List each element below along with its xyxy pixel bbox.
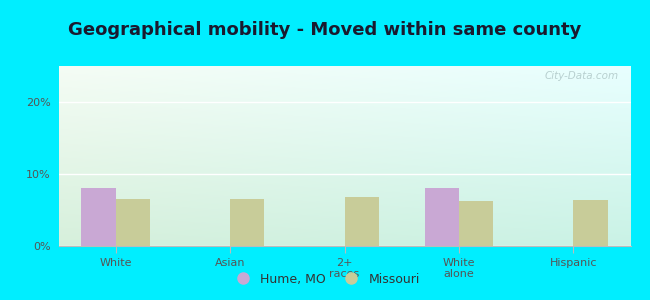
Bar bbox=[573, 200, 608, 246]
Bar bbox=[424, 188, 459, 246]
Bar bbox=[344, 197, 379, 246]
Text: City-Data.com: City-Data.com bbox=[545, 71, 619, 81]
Legend: Hume, MO, Missouri: Hume, MO, Missouri bbox=[225, 268, 425, 291]
Text: Geographical mobility - Moved within same county: Geographical mobility - Moved within sam… bbox=[68, 21, 582, 39]
Bar bbox=[116, 199, 150, 246]
Bar bbox=[81, 188, 116, 246]
Bar bbox=[230, 199, 265, 246]
Bar bbox=[459, 201, 493, 246]
